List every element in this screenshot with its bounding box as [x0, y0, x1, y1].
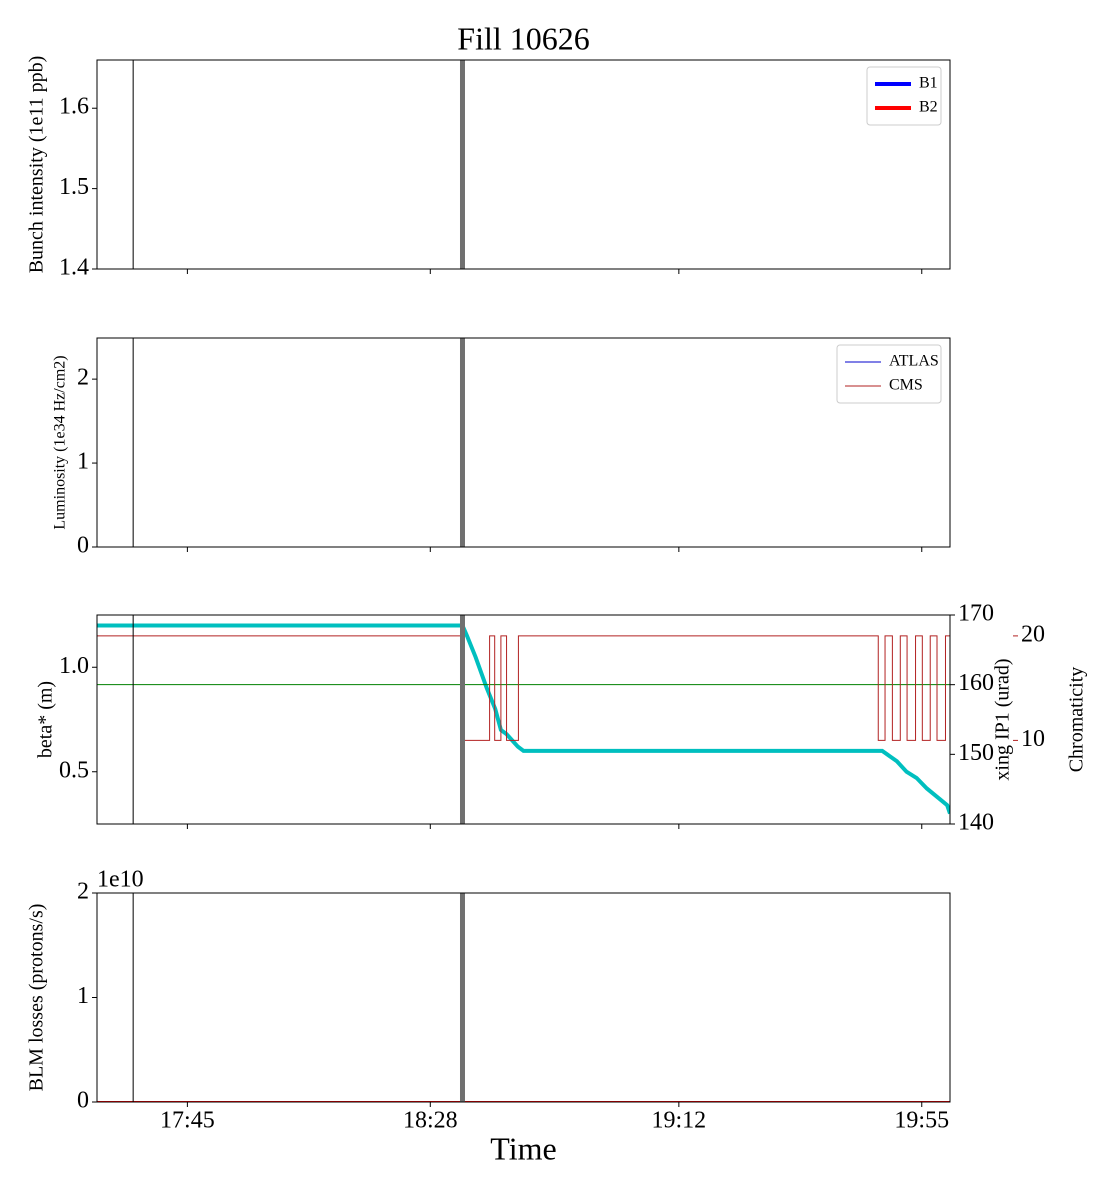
- plot-area: [97, 615, 950, 824]
- legend-label: B1: [919, 75, 938, 92]
- y3-axis-label: Chromaticity: [1066, 667, 1088, 773]
- series-line: [97, 623, 950, 815]
- y2-tick-label: 150: [958, 740, 994, 766]
- legend-box: [836, 344, 942, 404]
- x-axis-label: Time: [490, 1130, 556, 1166]
- series-line: [97, 635, 950, 741]
- y-tick-label: 1.4: [59, 255, 89, 281]
- plot-area: [132, 60, 465, 269]
- y-tick-label: 0.5: [59, 757, 89, 783]
- legend-box: [866, 66, 942, 126]
- y-tick-label: 0: [77, 1088, 89, 1114]
- legend-label: B2: [919, 99, 938, 116]
- y-axis-label: Bunch intensity (1e11 ppb): [26, 56, 48, 274]
- y3-tick-label: 20: [1021, 621, 1045, 647]
- x-tick-label: 19:12: [652, 1108, 707, 1134]
- legend-label: CMS: [889, 377, 923, 394]
- y-tick-label: 1: [77, 449, 89, 475]
- chart-title: Fill 10626: [457, 20, 589, 56]
- y-tick-label: 0: [77, 533, 89, 559]
- plot-area: [97, 338, 950, 547]
- axes-frame: [96, 59, 951, 270]
- y-tick-label: 2: [77, 365, 89, 391]
- y-tick-label: 1.6: [59, 94, 89, 120]
- y2-tick-label: 160: [958, 670, 994, 696]
- axes-frame: [96, 337, 951, 548]
- axes-frame: [96, 892, 951, 1103]
- y3-tick-label: 10: [1021, 726, 1045, 752]
- offset-text: 1e10: [97, 867, 144, 893]
- y-axis-label: BLM losses (protons/s): [26, 904, 48, 1092]
- x-tick-label: 17:45: [160, 1108, 215, 1134]
- y-tick-label: 1: [77, 983, 89, 1009]
- plot-area: [97, 893, 950, 1102]
- y-tick-label: 2: [77, 879, 89, 905]
- y-axis-label: Luminosity (1e34 Hz/cm2): [52, 355, 69, 529]
- y-tick-label: 1.5: [59, 174, 89, 200]
- axes-frame: [96, 614, 951, 825]
- x-tick-label: 18:28: [403, 1108, 458, 1134]
- y2-axis-label: xing IP1 (urad): [992, 658, 1014, 780]
- x-tick-label: 19:55: [894, 1108, 949, 1134]
- y2-tick-label: 140: [958, 810, 994, 836]
- y2-tick-label: 170: [958, 601, 994, 627]
- legend-label: ATLAS: [889, 353, 939, 370]
- y-tick-label: 1.0: [59, 653, 89, 679]
- y-axis-label: beta* (m): [35, 681, 57, 758]
